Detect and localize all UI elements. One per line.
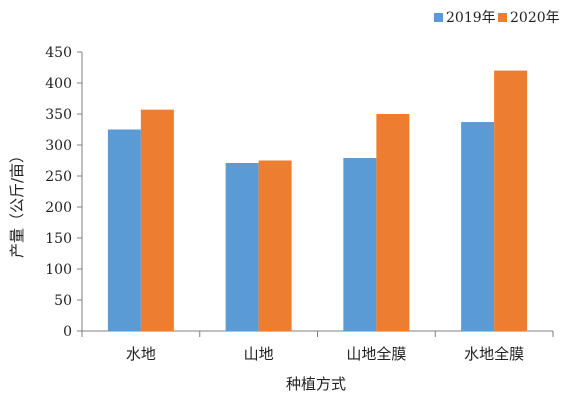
y-tick-label: 100	[45, 262, 72, 278]
y-axis-title: 产量（公斤/亩）	[8, 148, 26, 258]
bar	[494, 70, 528, 331]
bar	[107, 129, 141, 331]
y-tick-label: 50	[54, 293, 72, 309]
x-category-label: 水地全膜	[464, 345, 524, 363]
y-tick-label: 450	[45, 45, 72, 61]
legend-label: 2020年	[510, 10, 560, 26]
y-tick-label: 250	[45, 169, 72, 185]
y-tick-label: 350	[45, 107, 72, 123]
x-axis: 水地 山地 山地全膜 水地全膜	[81, 330, 554, 363]
bar	[140, 109, 174, 331]
bars	[107, 70, 528, 331]
bar	[258, 160, 292, 331]
y-tick-label: 150	[45, 231, 72, 247]
y-tick-label: 200	[45, 200, 72, 216]
legend-swatch	[434, 13, 443, 22]
bar	[343, 158, 377, 331]
y-axis: 0 50 100 150 200 250 300 350 400 450	[45, 45, 83, 340]
bar	[225, 162, 259, 331]
x-axis-title: 种植方式	[286, 375, 346, 393]
legend: 2019年 2020年	[434, 10, 560, 26]
y-tick-label: 400	[45, 76, 72, 92]
bar	[461, 122, 495, 331]
y-tick-label: 300	[45, 138, 72, 154]
x-category-label: 水地	[126, 345, 156, 363]
legend-swatch	[498, 13, 507, 22]
legend-label: 2019年	[446, 10, 496, 26]
y-tick-label: 0	[63, 324, 72, 340]
bar	[376, 114, 410, 331]
x-category-label: 山地全膜	[346, 345, 406, 363]
x-category-label: 山地	[244, 345, 274, 363]
